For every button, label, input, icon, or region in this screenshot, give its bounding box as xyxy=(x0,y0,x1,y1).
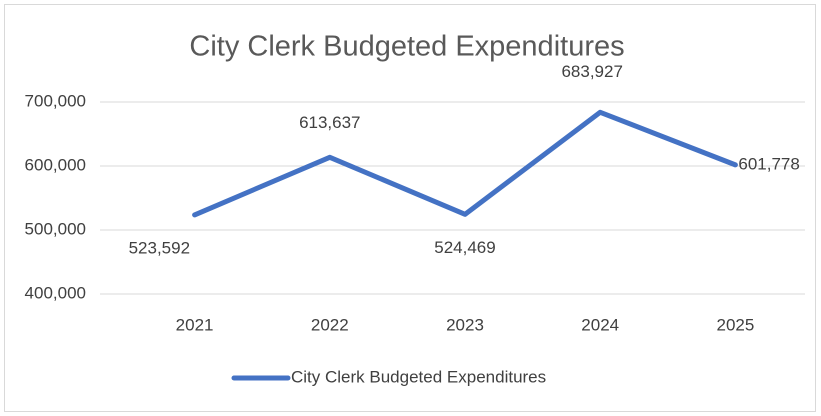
x-tick-label: 2022 xyxy=(311,315,349,334)
chart-border xyxy=(4,4,816,412)
x-tick-label: 2021 xyxy=(176,315,214,334)
data-label: 601,778 xyxy=(738,154,799,173)
x-tick-label: 2024 xyxy=(581,315,619,334)
data-label: 683,927 xyxy=(561,62,622,81)
data-label: 524,469 xyxy=(434,238,495,257)
legend-label: City Clerk Budgeted Expenditures xyxy=(291,367,546,386)
y-tick-label: 700,000 xyxy=(25,91,86,110)
y-tick-label: 600,000 xyxy=(25,155,86,174)
data-label: 613,637 xyxy=(299,113,360,132)
x-tick-label: 2023 xyxy=(446,315,484,334)
x-tick-label: 2025 xyxy=(716,315,754,334)
line xyxy=(192,109,738,218)
data-label: 523,592 xyxy=(129,238,190,257)
y-tick-label: 500,000 xyxy=(25,219,86,238)
y-tick-label: 400,000 xyxy=(25,283,86,302)
chart-title: City Clerk Budgeted Expenditures xyxy=(189,31,624,63)
